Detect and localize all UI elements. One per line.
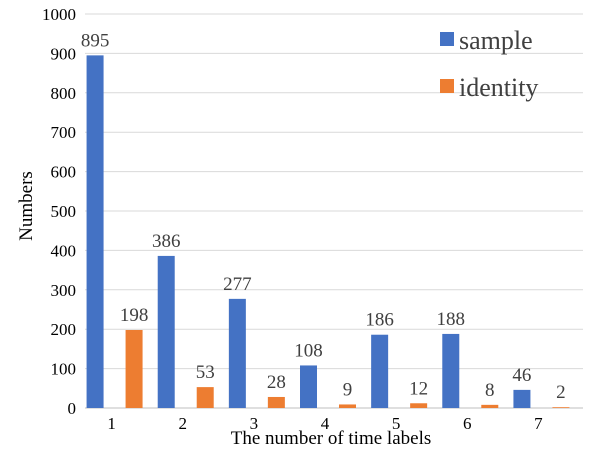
x-tick-label: 7: [534, 414, 543, 433]
y-tick-label: 300: [51, 281, 77, 300]
y-tick-label: 1000: [42, 5, 76, 24]
x-tick-label: 4: [321, 414, 330, 433]
bar-sample: [300, 365, 317, 408]
y-tick-label: 200: [51, 320, 77, 339]
bar-sample: [228, 298, 246, 408]
data-labels: 895 198 386 53 277 28 108 9 186 12 188 8 46 2: [81, 30, 566, 403]
data-label-sample: 186: [365, 310, 394, 331]
data-label-identity: 8: [485, 380, 495, 401]
data-label-sample: 108: [294, 340, 323, 361]
data-label-sample: 895: [81, 30, 110, 51]
x-tick-label: 5: [392, 414, 401, 433]
y-tick-label: 600: [51, 163, 77, 182]
data-label-sample: 46: [512, 365, 531, 386]
bar-identity: [481, 404, 499, 408]
y-tick-label: 800: [51, 84, 77, 103]
bar-sample: [371, 334, 389, 408]
legend-label-identity: identity: [459, 73, 538, 102]
y-tick-label: 0: [68, 399, 77, 418]
legend: sample identity: [440, 26, 538, 102]
data-label-identity: 9: [343, 379, 353, 400]
legend-swatch-identity: [440, 79, 454, 93]
bar-identity: [196, 387, 214, 408]
bar-identity: [552, 407, 570, 408]
legend-swatch-sample: [440, 32, 454, 46]
x-tick-label: 3: [250, 414, 259, 433]
bar-identity: [410, 403, 428, 408]
x-tick-label: 1: [107, 414, 116, 433]
data-label-identity: 12: [409, 378, 428, 399]
bar-sample: [86, 55, 104, 409]
data-label-identity: 2: [556, 382, 566, 403]
data-label-sample: 277: [223, 274, 252, 295]
data-label-sample: 188: [437, 309, 466, 330]
bars: [86, 55, 570, 409]
y-axis-ticks: 0 100 200 300 400 500 600 700 800 900 1000: [42, 5, 76, 418]
bar-sample: [157, 255, 175, 408]
bar-sample: [513, 389, 531, 408]
x-tick-label: 2: [178, 414, 187, 433]
y-tick-label: 400: [51, 241, 77, 260]
y-tick-label: 900: [51, 44, 77, 63]
x-axis-ticks: 1 2 3 4 5 6 7: [107, 414, 543, 433]
bar-identity: [125, 329, 143, 408]
y-tick-label: 700: [51, 123, 77, 142]
legend-label-sample: sample: [459, 26, 533, 55]
data-label-identity: 198: [120, 305, 149, 326]
bar-identity: [267, 396, 285, 408]
bar-sample: [442, 333, 460, 408]
y-tick-label: 100: [51, 360, 77, 379]
x-tick-label: 6: [463, 414, 472, 433]
bar-identity: [339, 404, 356, 408]
y-tick-label: 500: [51, 202, 77, 221]
x-axis-title: The number of time labels: [231, 428, 432, 449]
data-label-identity: 53: [196, 362, 215, 383]
data-label-sample: 386: [152, 231, 181, 252]
y-axis-title: Numbers: [16, 171, 37, 241]
data-label-identity: 28: [267, 372, 286, 393]
